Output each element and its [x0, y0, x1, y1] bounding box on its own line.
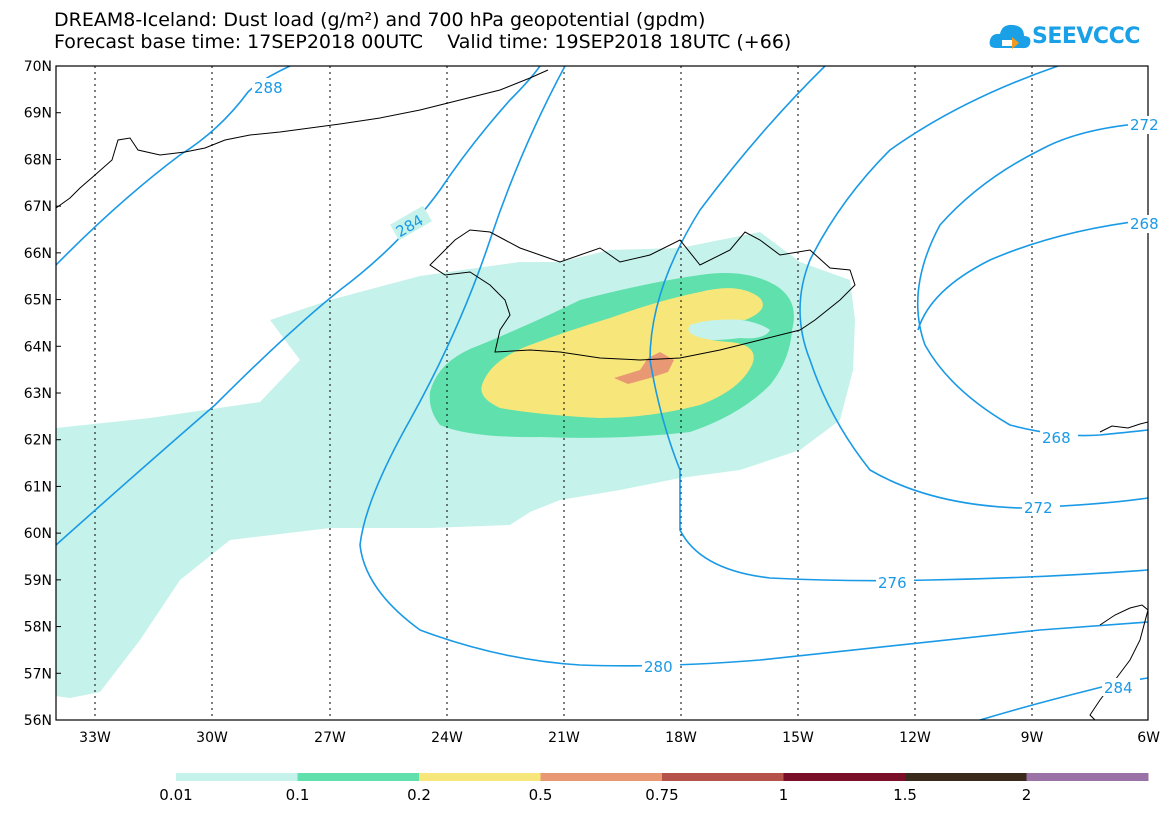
geopotential-contours — [56, 66, 1148, 720]
contour-label-276: 276 — [878, 574, 907, 592]
coastlines — [55, 69, 1149, 721]
lat-label: 62N — [24, 433, 52, 449]
dust-legend: 0.01 0.1 0.2 0.5 0.75 1 1.5 2 — [159, 773, 1149, 804]
lat-label: 60N — [24, 526, 52, 542]
longitude-labels: 33W 30W 27W 24W 21W 18W 15W 12W 9W 6W — [79, 730, 1160, 746]
contour-label-284-east: 284 — [1104, 679, 1133, 697]
lat-label: 66N — [24, 246, 52, 262]
scotland-coast — [1089, 604, 1149, 721]
contour-280 — [359, 66, 1148, 667]
contour-label-280: 280 — [644, 658, 673, 676]
contour-label-268-edge: 268 — [1130, 215, 1159, 233]
cloud-icon — [989, 24, 1031, 49]
contour-label-272-edge: 272 — [1130, 116, 1159, 134]
faroe-norway-coast — [1099, 421, 1149, 433]
lon-label: 18W — [665, 730, 697, 746]
legend-label: 0.1 — [286, 786, 310, 804]
contour-268 — [916, 122, 1148, 437]
dust-band-02 — [481, 288, 763, 418]
legend-swatch — [297, 773, 420, 781]
contour-label-288: 288 — [254, 79, 283, 97]
legend-label: 1 — [779, 786, 789, 804]
lat-label: 68N — [24, 152, 52, 168]
seevccc-logo: SEEVCCC — [988, 18, 1140, 58]
legend-swatch — [419, 773, 541, 781]
contour-label-272: 272 — [1024, 499, 1053, 517]
legend-swatch — [1026, 773, 1149, 781]
lon-label: 9W — [1021, 730, 1044, 746]
contour-labels: 288 284 280 276 272 268 268 272 284 — [252, 78, 1159, 697]
lon-label: 21W — [548, 730, 580, 746]
latitude-labels: 70N 69N 68N 67N 66N 65N 64N 63N 62N 61N 60N 59N 58N 5… — [24, 59, 61, 729]
legend-swatch — [783, 773, 906, 781]
legend-label: 0.01 — [159, 786, 192, 804]
legend-swatch — [176, 773, 298, 781]
legend-label: 1.5 — [893, 786, 917, 804]
lon-label: 15W — [782, 730, 814, 746]
greenland-coast — [55, 69, 549, 209]
map-subtitle: Forecast base time: 17SEP2018 00UTC Vali… — [54, 31, 792, 53]
contour-272 — [799, 66, 1148, 509]
lat-label: 64N — [24, 339, 52, 355]
lat-label: 56N — [24, 713, 52, 729]
lat-label: 58N — [24, 620, 52, 636]
legend-label: 0.5 — [529, 786, 553, 804]
dust-band-05 — [614, 352, 674, 384]
contour-268-b — [917, 219, 1148, 331]
lat-label: 67N — [24, 199, 52, 215]
lat-label: 57N — [24, 666, 52, 682]
contour-276 — [649, 66, 1148, 582]
legend-label: 2 — [1022, 786, 1032, 804]
legend-label: 0.75 — [645, 786, 678, 804]
legend-label: 0.2 — [407, 786, 431, 804]
lon-label: 6W — [1137, 730, 1160, 746]
lat-label: 65N — [24, 293, 52, 309]
lon-label: 33W — [79, 730, 111, 746]
map-title: DREAM8-Iceland: Dust load (g/m²) and 700… — [54, 9, 706, 31]
lon-label: 24W — [431, 730, 463, 746]
contour-284-west — [56, 66, 541, 546]
lat-label: 61N — [24, 479, 52, 495]
lat-label: 59N — [24, 573, 52, 589]
legend-swatch — [905, 773, 1027, 781]
iceland-coast — [429, 229, 856, 361]
logo-text: SEEVCCC — [1032, 24, 1140, 49]
lon-label: 30W — [196, 730, 228, 746]
lat-label: 63N — [24, 386, 52, 402]
lon-label: 12W — [899, 730, 931, 746]
dust-hole — [677, 317, 770, 340]
lat-label: 69N — [24, 106, 52, 122]
contour-label-268: 268 — [1042, 429, 1071, 447]
dust-layer — [56, 232, 855, 698]
legend-swatch — [540, 773, 663, 781]
legend-swatch — [662, 773, 784, 781]
lon-label: 27W — [314, 730, 346, 746]
lat-label: 70N — [24, 59, 52, 75]
